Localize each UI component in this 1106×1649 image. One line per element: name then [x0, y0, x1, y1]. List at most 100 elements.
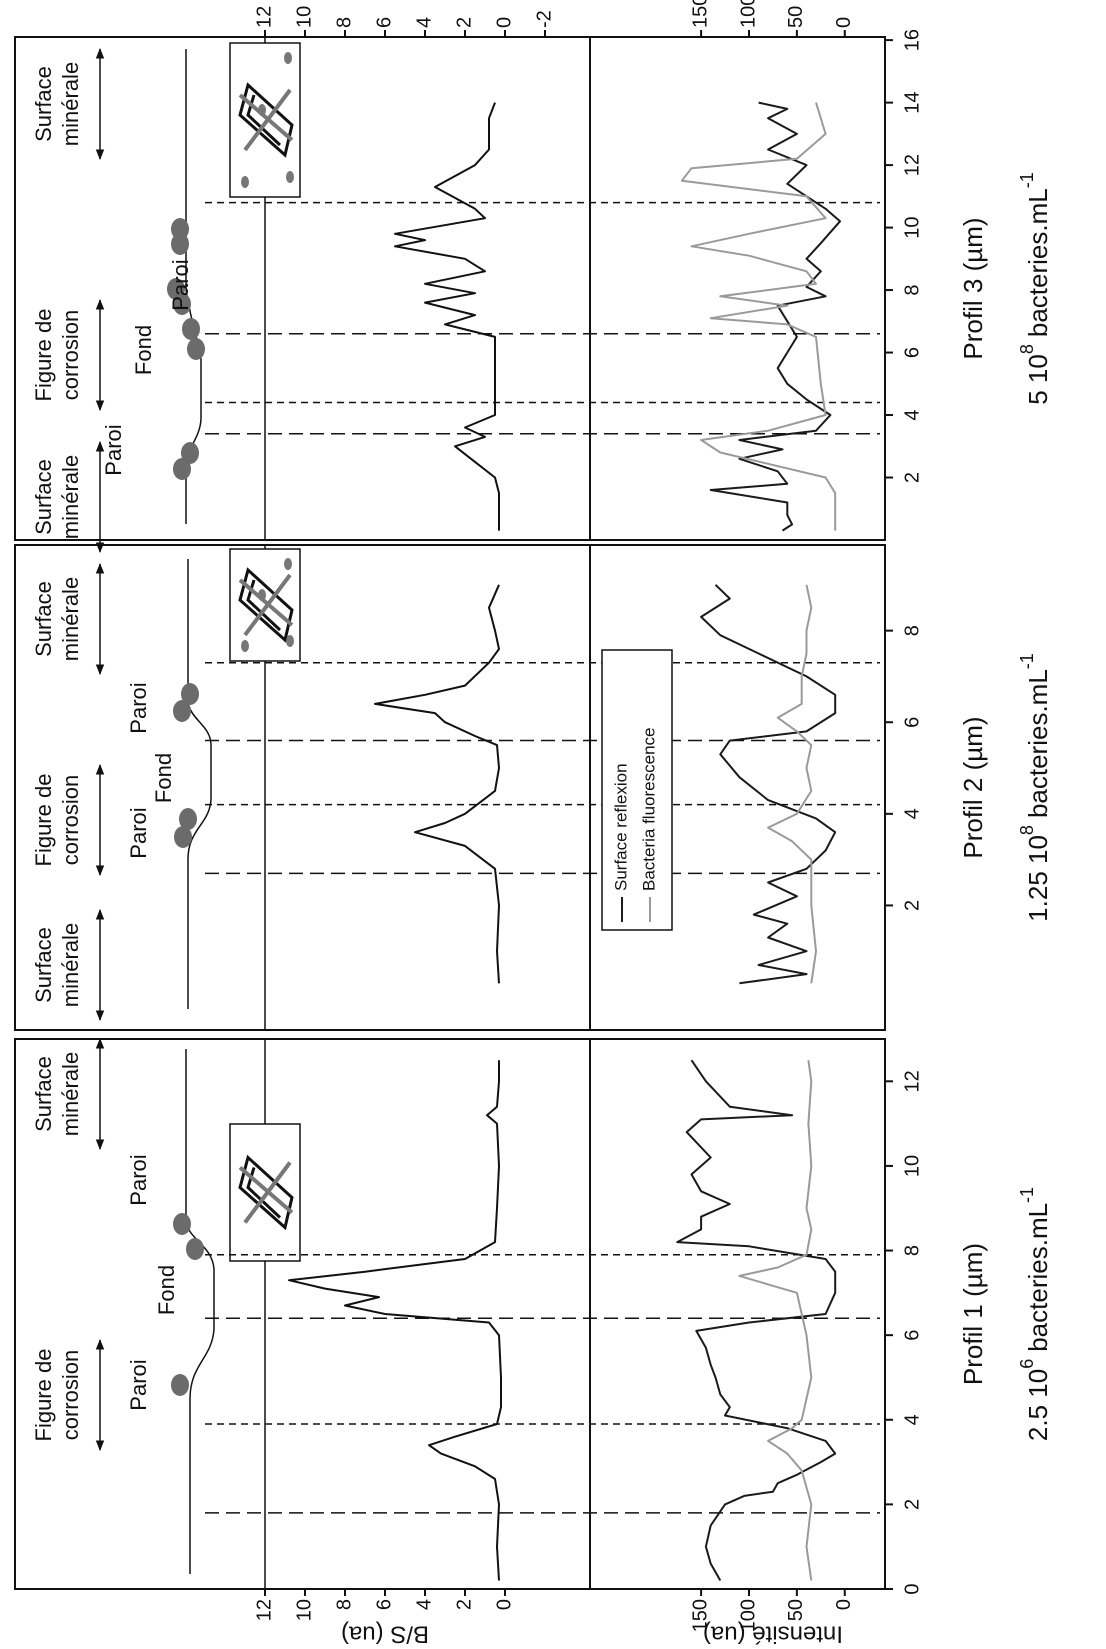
panel: Surface minérale Figure decorrosion Surface… [14, 544, 1053, 1031]
bacterium [171, 218, 189, 240]
inset-bacterium [286, 171, 294, 183]
bacterium [187, 338, 205, 360]
y-tick-label: 4 [413, 1599, 435, 1610]
panel-frame [14, 1038, 886, 1590]
annotation: Figure decorrosion [31, 309, 83, 402]
x-tick-label: 12 [901, 1070, 923, 1092]
annotation-line: corrosion [58, 1350, 83, 1440]
data-line [680, 102, 837, 531]
x-axis-label: Profil 1 (µm) [958, 1243, 988, 1385]
surface-profile [185, 1049, 215, 1574]
data-line [374, 584, 500, 984]
x-tick-label: 8 [901, 625, 923, 636]
annotation-line: Surface [31, 581, 56, 657]
annotation-line: Surface [31, 459, 56, 535]
y-tick-label: 0 [833, 1599, 855, 1610]
y-tick-label: 150 [689, 0, 711, 28]
subtitle-part: bacteries.mL [1023, 188, 1053, 337]
inset-crystal [238, 567, 294, 643]
subtitle-part: bacteries.mL [1023, 669, 1053, 818]
annotation-line: minérale [58, 1052, 83, 1136]
y-tick-label: 10 [293, 6, 315, 28]
subtitle-part: bacteries.mL [1023, 1203, 1053, 1352]
annotation-line: Fond [131, 325, 156, 375]
y-tick-label: 100 [737, 1599, 759, 1632]
annotation: Fond [151, 753, 176, 803]
data-line [288, 1060, 502, 1581]
legend: Surface reflexion Bacteria fluorescence [601, 649, 673, 931]
subtitle-sup: 8 [1017, 344, 1037, 354]
y-axis-label: B/S (ua) [341, 1621, 429, 1648]
x-tick-label: 4 [901, 808, 923, 819]
annotation: Paroi [101, 424, 126, 475]
annotation-line: corrosion [58, 310, 83, 400]
inset-bacterium [241, 640, 249, 652]
data-line [394, 102, 500, 531]
annotation: Paroi [126, 682, 151, 733]
annotation-line: Paroi [126, 807, 151, 858]
annotation: Paroi [126, 807, 151, 858]
y-tick-label: 8 [333, 17, 355, 28]
panel-frame [14, 36, 886, 541]
bacterium [182, 318, 200, 340]
y-tick-label: 12 [253, 6, 275, 28]
subtitle: 2.5 106 bacteries.mL-1 [1017, 1187, 1053, 1441]
y-tick-label: 0 [493, 1599, 515, 1610]
annotation: Fond [131, 325, 156, 375]
y-tick-label: 0 [833, 17, 855, 28]
annotation: Figure decorrosion [31, 1349, 83, 1442]
x-tick-label: 2 [901, 900, 923, 911]
x-tick-label: 6 [901, 1330, 923, 1341]
annotation-line: Fond [154, 1265, 179, 1315]
y-tick-label: 50 [785, 6, 807, 28]
bacterium [181, 442, 199, 464]
subtitle-sup: 6 [1017, 1359, 1037, 1369]
annotation: Paroi [126, 1154, 151, 1205]
subtitle-sup: -1 [1017, 653, 1037, 669]
x-tick-label: 4 [901, 409, 923, 420]
inset-bacterium [284, 558, 292, 570]
x-tick-label: 0 [901, 1583, 923, 1594]
bacterium [179, 808, 197, 830]
subtitle-sup: 8 [1017, 825, 1037, 835]
x-tick-label: 6 [901, 717, 923, 728]
annotation-line: minérale [58, 62, 83, 146]
annotation: Fond [154, 1265, 179, 1315]
rotated-figure: B/S (ua) Intensité (ua) 0 2 4 6 8 10 12 -2 0 2 4 6 8 10… [14, 0, 1053, 1648]
annotation: Surfaceminérale [31, 1052, 83, 1136]
x-axis-label: Profil 3 (µm) [958, 217, 988, 359]
legend-label: Bacteria fluorescence [639, 728, 658, 891]
annotation-line: Paroi [101, 424, 126, 475]
y-tick-label: 6 [373, 17, 395, 28]
inset-bacterium [284, 52, 292, 64]
annotation-line: minérale [58, 923, 83, 1007]
subtitle-sup: -1 [1017, 172, 1037, 188]
inset-cross [238, 1161, 294, 1224]
inset-cross [238, 88, 294, 152]
subtitle-part: 5 10 [1023, 354, 1053, 405]
panel: Figure decorrosion Surfaceminérale Paroi Fo… [14, 1037, 1053, 1595]
x-tick-label: 2 [901, 1499, 923, 1510]
annotation-line: Surface [31, 1056, 56, 1132]
annotation: Paroi [168, 259, 193, 310]
x-tick-label: 8 [901, 284, 923, 295]
y-tick-label: 2 [453, 1599, 475, 1610]
panel-frame [14, 544, 886, 1031]
x-tick-label: 16 [901, 29, 923, 51]
inset-crystal [238, 82, 294, 158]
annotation-line: Figure de [31, 1349, 56, 1442]
subtitle-part: 2.5 10 [1023, 1369, 1053, 1441]
annotation: Figure decorrosion [31, 774, 83, 867]
annotation-line: Fond [151, 753, 176, 803]
x-tick-label: 8 [901, 1245, 923, 1256]
bacterium [167, 278, 185, 300]
annotation-line: Figure de [31, 774, 56, 867]
legend-box [601, 649, 673, 931]
x-tick-label: 12 [901, 154, 923, 176]
surface-profile [187, 559, 212, 1009]
y-tick-label: 0 [493, 17, 515, 28]
x-tick-label: 2 [901, 472, 923, 483]
subtitle: 5 108 bacteries.mL-1 [1017, 172, 1053, 404]
